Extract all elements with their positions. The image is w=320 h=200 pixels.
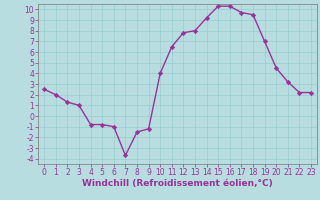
X-axis label: Windchill (Refroidissement éolien,°C): Windchill (Refroidissement éolien,°C) bbox=[82, 179, 273, 188]
